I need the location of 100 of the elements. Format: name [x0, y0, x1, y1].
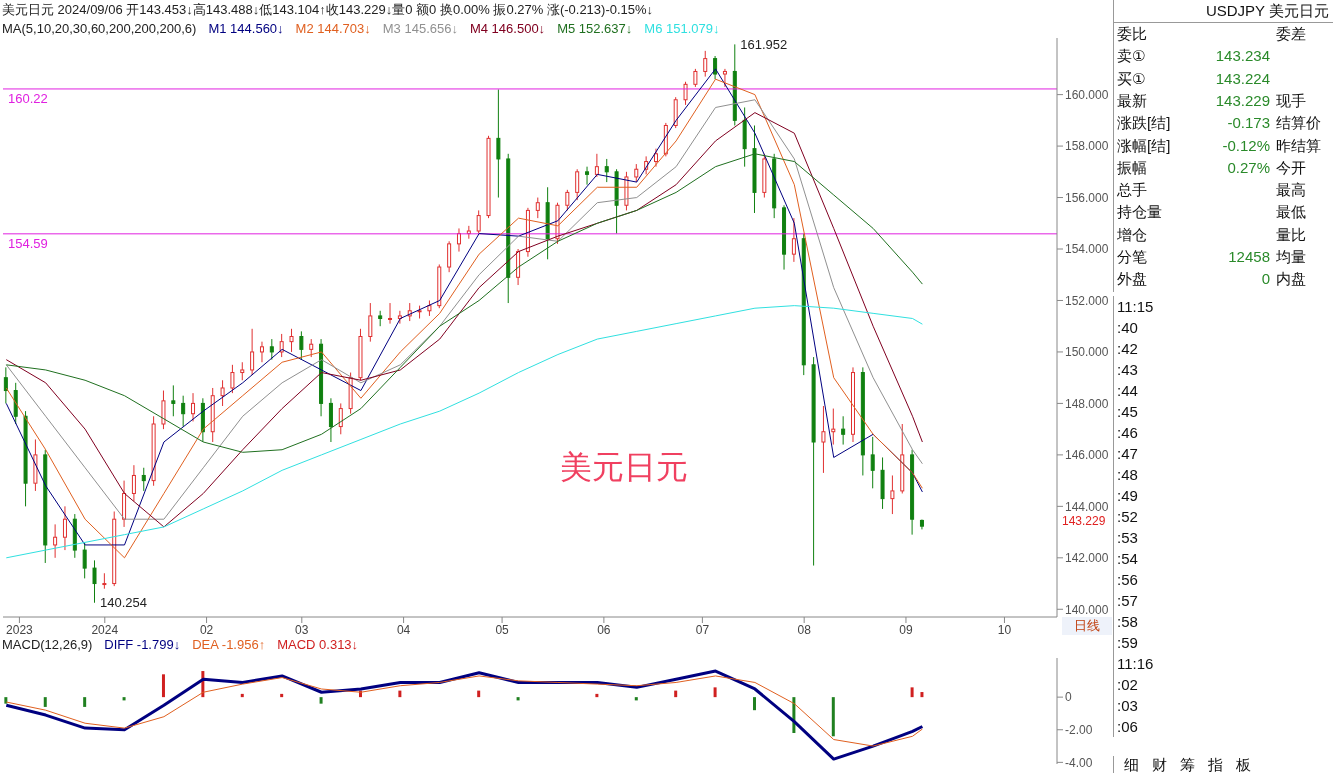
line-series	[5, 675, 923, 747]
candlestick	[171, 384, 176, 417]
text: :40	[1117, 318, 1139, 338]
text: 涨幅[结]	[1117, 135, 1172, 156]
bar	[634, 697, 638, 701]
text: 0	[1260, 269, 1270, 290]
text: 涨跌[结]	[1117, 113, 1172, 134]
y-tick-label: -2.00	[1065, 723, 1093, 738]
candlestick	[53, 523, 58, 559]
text: 增仓	[1117, 224, 1148, 245]
y-tick-label: 158.000	[1065, 139, 1109, 154]
candlestick	[594, 153, 599, 178]
annotation: 美元日元	[560, 448, 688, 487]
candlestick	[220, 379, 225, 407]
x-tick-label: 02	[199, 622, 214, 637]
candlestick	[791, 217, 796, 263]
text: 现手	[1276, 90, 1307, 111]
candlestick	[841, 415, 846, 446]
candlestick	[338, 402, 343, 435]
text: 总手	[1117, 180, 1148, 201]
candlestick	[693, 68, 698, 88]
text: :03	[1117, 696, 1139, 716]
y-tick-label: 142.000	[1065, 551, 1109, 566]
line-series	[5, 305, 923, 559]
text: :58	[1117, 612, 1139, 632]
candlestick	[299, 330, 304, 361]
text: 143.224	[1214, 68, 1270, 89]
x-tick-label: 03	[295, 622, 309, 637]
bar	[920, 692, 924, 698]
bar	[831, 697, 835, 737]
bar	[398, 690, 402, 698]
candlestick	[456, 227, 461, 253]
text: 最新	[1117, 90, 1148, 111]
y-tick-label: 140.000	[1065, 602, 1109, 617]
text: 内盘	[1276, 269, 1307, 290]
candlestick	[388, 302, 393, 325]
candlestick	[585, 166, 590, 186]
candlestick	[191, 392, 196, 422]
text: 分笔	[1117, 247, 1148, 267]
text: 外盘	[1117, 269, 1148, 290]
y-tick-label: -4.00	[1065, 755, 1093, 770]
candlestick	[397, 310, 402, 325]
text: 委差	[1276, 24, 1307, 44]
text: :42	[1117, 339, 1139, 359]
candlestick	[289, 328, 294, 353]
text: :49	[1117, 486, 1139, 506]
text: 结算价	[1276, 113, 1322, 134]
y-tick-label: 160.000	[1065, 87, 1109, 102]
candlestick	[269, 338, 274, 361]
y-tick-label: 0	[1065, 690, 1072, 705]
y-tick-label: 144.000	[1065, 499, 1109, 514]
text: 卖①	[1117, 46, 1147, 67]
text: 均量	[1276, 247, 1307, 267]
candlestick	[131, 464, 136, 502]
text: :44	[1117, 381, 1139, 401]
candlestick	[722, 68, 727, 88]
candlestick	[821, 405, 826, 474]
text: :53	[1117, 528, 1139, 548]
text: M2 144.703↓	[295, 20, 371, 38]
candlestick	[575, 168, 580, 201]
annotation: 140.254	[99, 595, 147, 611]
x-tick-label: 08	[797, 622, 812, 637]
x-tick-label: 07	[695, 622, 710, 637]
chart-title: 美元日元 2024/09/06 开143.453↓高143.488↓低143.104↑收143.229↓量0 额0 换0.00% 振0.27% 涨(-0.213)-0.15%↓	[2, 1, 655, 19]
text: :43	[1117, 360, 1139, 380]
x-tick-label: 2024	[91, 622, 119, 637]
text: :48	[1117, 465, 1139, 485]
candlestick	[259, 341, 264, 363]
candlestick	[703, 50, 708, 78]
bar	[674, 690, 678, 698]
candlestick	[141, 467, 146, 492]
bar	[319, 697, 323, 704]
text: -0.12%	[1221, 135, 1270, 156]
y-tick-label: 156.000	[1065, 190, 1109, 205]
y-tick-label: 148.000	[1065, 396, 1109, 411]
ref-line-label: 154.59	[8, 236, 48, 252]
x-tick-label: 2023	[6, 622, 34, 637]
text: 143.229	[1214, 90, 1270, 111]
candlestick	[476, 209, 481, 235]
x-tick-label: 06	[597, 622, 611, 637]
text: 委比	[1117, 24, 1148, 44]
candlestick	[161, 390, 166, 430]
text: :54	[1117, 549, 1139, 569]
bar	[910, 687, 914, 698]
candlestick	[250, 328, 255, 376]
x-tick-label: 10	[997, 622, 1012, 637]
text: 143.229	[1062, 514, 1106, 528]
text: M3 145.656↓	[382, 20, 458, 38]
candlestick	[230, 364, 235, 394]
text: MACD 0.313↓	[277, 636, 359, 654]
candlestick	[683, 81, 688, 106]
text: 最低	[1276, 202, 1307, 223]
bar	[122, 697, 126, 701]
candlestick	[447, 240, 452, 273]
candlestick	[870, 436, 875, 489]
text: 12458	[1227, 247, 1270, 267]
y-tick-label: 152.000	[1065, 293, 1109, 308]
candlestick	[535, 197, 540, 219]
candlestick	[240, 361, 245, 381]
y-tick-label: 146.000	[1065, 448, 1109, 463]
